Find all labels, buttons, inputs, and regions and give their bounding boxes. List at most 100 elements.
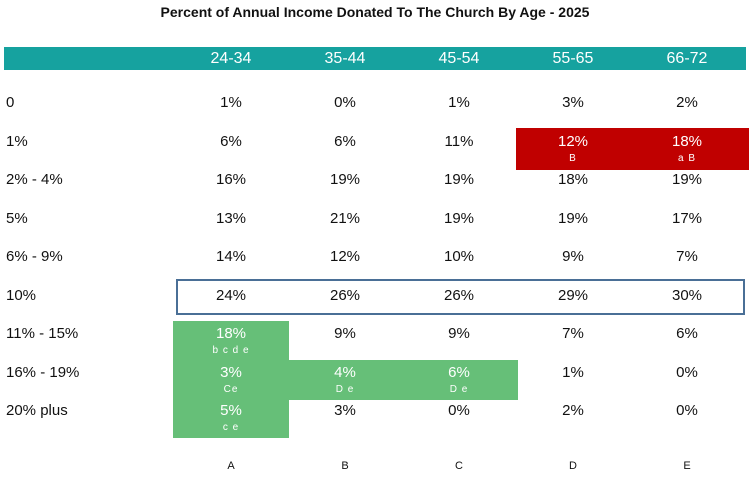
column-header-bar bbox=[4, 47, 746, 70]
table-cell: 3% bbox=[288, 401, 402, 421]
column-letter: B bbox=[341, 460, 349, 472]
table-cell: 6% bbox=[630, 324, 744, 344]
row-10pct-outline bbox=[176, 279, 745, 315]
cell-value: 13% bbox=[215, 210, 247, 227]
cell-value: 3% bbox=[562, 94, 584, 111]
cell-value: 2% bbox=[562, 402, 584, 419]
cell-value: 6% bbox=[334, 133, 356, 150]
table-cell: 2% bbox=[630, 93, 744, 113]
cell-value: 18% bbox=[671, 133, 703, 150]
table-cell: 6% bbox=[288, 132, 402, 152]
table-cell: 12% bbox=[288, 247, 402, 267]
cell-value: 0% bbox=[448, 402, 470, 419]
table-cell: 9% bbox=[402, 324, 516, 344]
table-cell: 9% bbox=[288, 324, 402, 344]
table-cell-highlighted: 4% D e bbox=[288, 363, 402, 396]
table-cell: 16% bbox=[174, 170, 288, 190]
significance-letters: a B bbox=[677, 153, 696, 164]
table-cell: 21% bbox=[288, 209, 402, 229]
cell-value: 6% bbox=[448, 364, 470, 381]
cell-value: 7% bbox=[676, 248, 698, 265]
cell-value: 0% bbox=[676, 364, 698, 381]
column-letter: E bbox=[683, 460, 691, 472]
table-cell: 0% bbox=[630, 401, 744, 421]
cell-value: 0% bbox=[334, 94, 356, 111]
column-letter: C bbox=[455, 460, 463, 472]
table-cell: 13% bbox=[174, 209, 288, 229]
cell-value: 18% bbox=[215, 325, 247, 342]
table-cell: 18% bbox=[516, 170, 630, 190]
table-cell: 0% bbox=[288, 93, 402, 113]
table-cell: 9% bbox=[516, 247, 630, 267]
cell-value: 12% bbox=[557, 133, 589, 150]
cell-value: 24% bbox=[215, 287, 247, 304]
highlight-col-24-34 bbox=[173, 321, 289, 438]
table-cell: 19% bbox=[402, 170, 516, 190]
cell-value: 14% bbox=[215, 248, 247, 265]
highlight-row-1pct-55-72 bbox=[516, 128, 749, 170]
table-cell: 11% bbox=[402, 132, 516, 152]
column-header-55-65: 55-65 bbox=[552, 50, 594, 67]
cell-value: 6% bbox=[676, 325, 698, 342]
table-cell: 2% bbox=[516, 401, 630, 421]
table-cell: 19% bbox=[402, 209, 516, 229]
cell-value: 19% bbox=[557, 210, 589, 227]
table-cell-highlighted: 18% a B bbox=[630, 132, 744, 165]
cell-value: 30% bbox=[671, 287, 703, 304]
row-label: 1% bbox=[6, 133, 28, 150]
cell-value: 19% bbox=[443, 210, 475, 227]
table-cell: 0% bbox=[402, 401, 516, 421]
cell-value: 21% bbox=[329, 210, 361, 227]
table-cell: 17% bbox=[630, 209, 744, 229]
cell-value: 1% bbox=[562, 364, 584, 381]
cell-value: 29% bbox=[557, 287, 589, 304]
row-label: 10% bbox=[6, 287, 37, 304]
table-cell: 1% bbox=[174, 93, 288, 113]
table-cell: 6% bbox=[174, 132, 288, 152]
cell-value: 26% bbox=[443, 287, 475, 304]
cell-value: 12% bbox=[329, 248, 361, 265]
column-letter: A bbox=[227, 460, 235, 472]
significance-letters: D e bbox=[449, 384, 469, 395]
table-cell: 1% bbox=[402, 93, 516, 113]
cell-value: 9% bbox=[562, 248, 584, 265]
cell-value: 10% bbox=[443, 248, 475, 265]
row-label: 2% - 4% bbox=[6, 171, 63, 188]
table-cell-highlighted: 3% Ce bbox=[174, 363, 288, 396]
column-header-35-44: 35-44 bbox=[324, 50, 366, 67]
column-header-24-34: 24-34 bbox=[210, 50, 252, 67]
table-cell-highlighted: 12% B bbox=[516, 132, 630, 165]
table-cell: 0% bbox=[630, 363, 744, 383]
table-cell: 1% bbox=[516, 363, 630, 383]
cell-value: 9% bbox=[448, 325, 470, 342]
significance-letters: B bbox=[569, 153, 577, 164]
cell-value: 1% bbox=[220, 94, 242, 111]
table-cell: 14% bbox=[174, 247, 288, 267]
highlight-row-16-19-35-54 bbox=[288, 360, 518, 400]
significance-letters: c e bbox=[222, 422, 240, 433]
table-cell: 30% bbox=[630, 286, 744, 306]
table-cell: 19% bbox=[630, 170, 744, 190]
cell-value: 2% bbox=[676, 94, 698, 111]
cell-value: 11% bbox=[444, 133, 474, 150]
significance-letters: b c d e bbox=[212, 345, 250, 356]
table-cell: 19% bbox=[516, 209, 630, 229]
cell-value: 6% bbox=[220, 133, 242, 150]
cell-value: 3% bbox=[220, 364, 242, 381]
table-cell: 7% bbox=[516, 324, 630, 344]
row-label: 16% - 19% bbox=[6, 364, 80, 381]
cell-value: 26% bbox=[329, 287, 361, 304]
table-cell-highlighted: 18% b c d e bbox=[174, 324, 288, 357]
table-title: Percent of Annual Income Donated To The … bbox=[160, 4, 590, 20]
table-cell: 19% bbox=[288, 170, 402, 190]
cell-value: 3% bbox=[334, 402, 356, 419]
row-label: 5% bbox=[6, 210, 28, 227]
row-label: 0 bbox=[6, 94, 15, 111]
cell-value: 17% bbox=[671, 210, 703, 227]
cell-value: 18% bbox=[557, 171, 589, 188]
column-header-66-72: 66-72 bbox=[666, 50, 708, 67]
cell-value: 4% bbox=[334, 364, 356, 381]
cell-value: 19% bbox=[329, 171, 361, 188]
table-cell: 24% bbox=[174, 286, 288, 306]
cell-value: 1% bbox=[448, 94, 470, 111]
